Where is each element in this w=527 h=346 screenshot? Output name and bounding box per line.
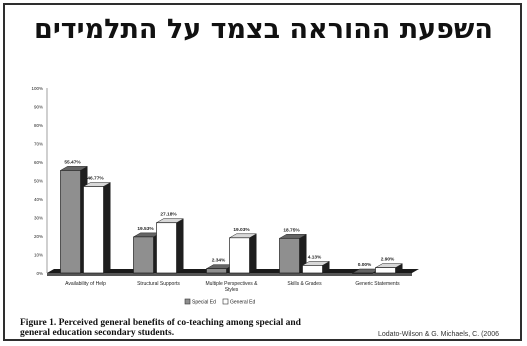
y-tick-label: 70% — [34, 142, 43, 147]
y-tick-label: 100% — [31, 86, 43, 91]
y-tick-label: 0% — [36, 271, 43, 276]
bar-general-ed — [229, 237, 250, 274]
slide-title: השפעת ההוראה בצמד על התלמידים — [34, 14, 493, 45]
bar-side-face — [395, 263, 403, 273]
legend-label: General Ed — [230, 300, 256, 306]
bar-side-face — [322, 261, 330, 273]
figure-caption: Figure 1. Perceived general benefits of … — [20, 318, 420, 338]
bar-side-face — [176, 218, 184, 273]
bar-side-face — [249, 233, 257, 273]
data-label: 2.90% — [381, 257, 395, 263]
data-label: 19.53% — [137, 226, 154, 232]
data-label: 0.00% — [358, 262, 372, 268]
bar-special-ed — [133, 236, 154, 274]
bar-side-face — [299, 234, 307, 273]
y-tick-label: 50% — [34, 179, 43, 184]
bar-general-ed — [156, 222, 177, 274]
bar-special-ed — [352, 272, 373, 274]
data-label: 46.77% — [87, 175, 104, 181]
chart-floor-front — [47, 273, 412, 276]
y-tick-label: 10% — [34, 253, 43, 258]
x-tick-label: Generic Statements — [355, 281, 400, 287]
bar-side-face — [103, 182, 111, 273]
data-label: 55.47% — [64, 159, 81, 165]
y-tick-label: 90% — [34, 105, 43, 110]
data-label: 18.75% — [283, 227, 300, 233]
y-tick-label: 20% — [34, 234, 43, 239]
x-tick-label: Structural Supports — [137, 281, 180, 287]
bar-general-ed — [83, 186, 104, 274]
citation-credit: Lodato-Wilson & G. Michaels, C. (2006 — [378, 331, 499, 338]
bar-general-ed — [302, 265, 323, 274]
y-tick-label: 60% — [34, 160, 43, 165]
legend-label: Special Ed — [192, 300, 216, 306]
slide-frame — [3, 3, 522, 341]
x-tick-label: Availability of Help — [65, 281, 106, 287]
bar-general-ed — [375, 267, 396, 274]
caption-line-2: general education secondary students. — [20, 328, 175, 338]
data-label: 2.34% — [212, 258, 226, 264]
y-tick-label: 40% — [34, 197, 43, 202]
y-tick-label: 80% — [34, 123, 43, 128]
x-tick-label: Styles — [225, 287, 239, 293]
data-label: 19.03% — [233, 227, 250, 233]
x-tick-label: Skills & Grades — [287, 281, 322, 287]
data-label: 4.13% — [308, 254, 322, 260]
caption-line-1: Figure 1. Perceived general benefits of … — [20, 318, 301, 328]
legend-swatch-special-ed — [184, 298, 191, 305]
x-tick-label: Multiple Perspectives & — [206, 281, 259, 287]
y-tick-label: 30% — [34, 216, 43, 221]
bar-special-ed — [206, 268, 227, 274]
data-label: 27.18% — [160, 212, 177, 218]
legend-swatch-general-ed — [222, 298, 229, 305]
bar-special-ed — [279, 237, 300, 274]
bar-special-ed — [60, 170, 81, 274]
